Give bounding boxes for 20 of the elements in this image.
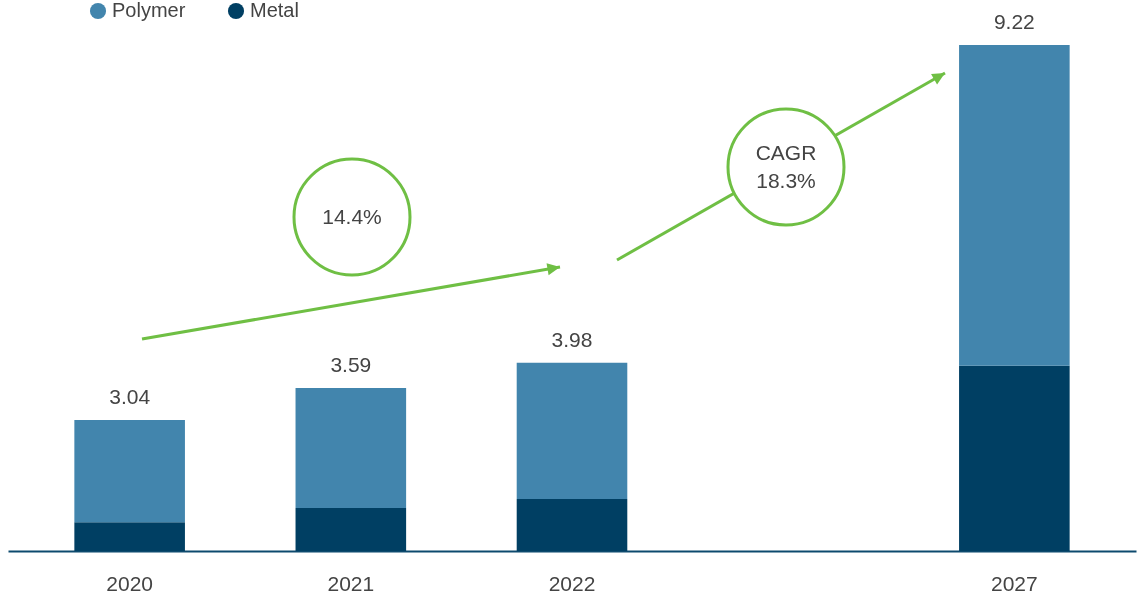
x-tick-label: 2020	[106, 571, 154, 595]
annotation: 9.22	[993, 10, 1035, 33]
bar	[295, 507, 407, 551]
legend-label: Metal	[250, 0, 299, 21]
bar	[516, 498, 628, 551]
bar	[74, 419, 185, 523]
bar	[295, 388, 407, 508]
x-tick-label: 2027	[990, 571, 1038, 595]
annotation: 14.4%	[322, 205, 382, 228]
annotation: 3.59	[330, 353, 372, 377]
annotation: 3.04	[109, 384, 151, 408]
x-tick-label: 2022	[548, 571, 596, 595]
bar	[74, 522, 185, 551]
annotation: 3.98	[551, 327, 593, 351]
annotation: CAGR 18.3%	[755, 141, 817, 192]
legend-label: Polymer	[112, 0, 186, 21]
bar	[516, 362, 628, 499]
bar	[959, 45, 1070, 366]
x-tick-label: 2021	[327, 571, 375, 595]
bar	[959, 365, 1070, 551]
